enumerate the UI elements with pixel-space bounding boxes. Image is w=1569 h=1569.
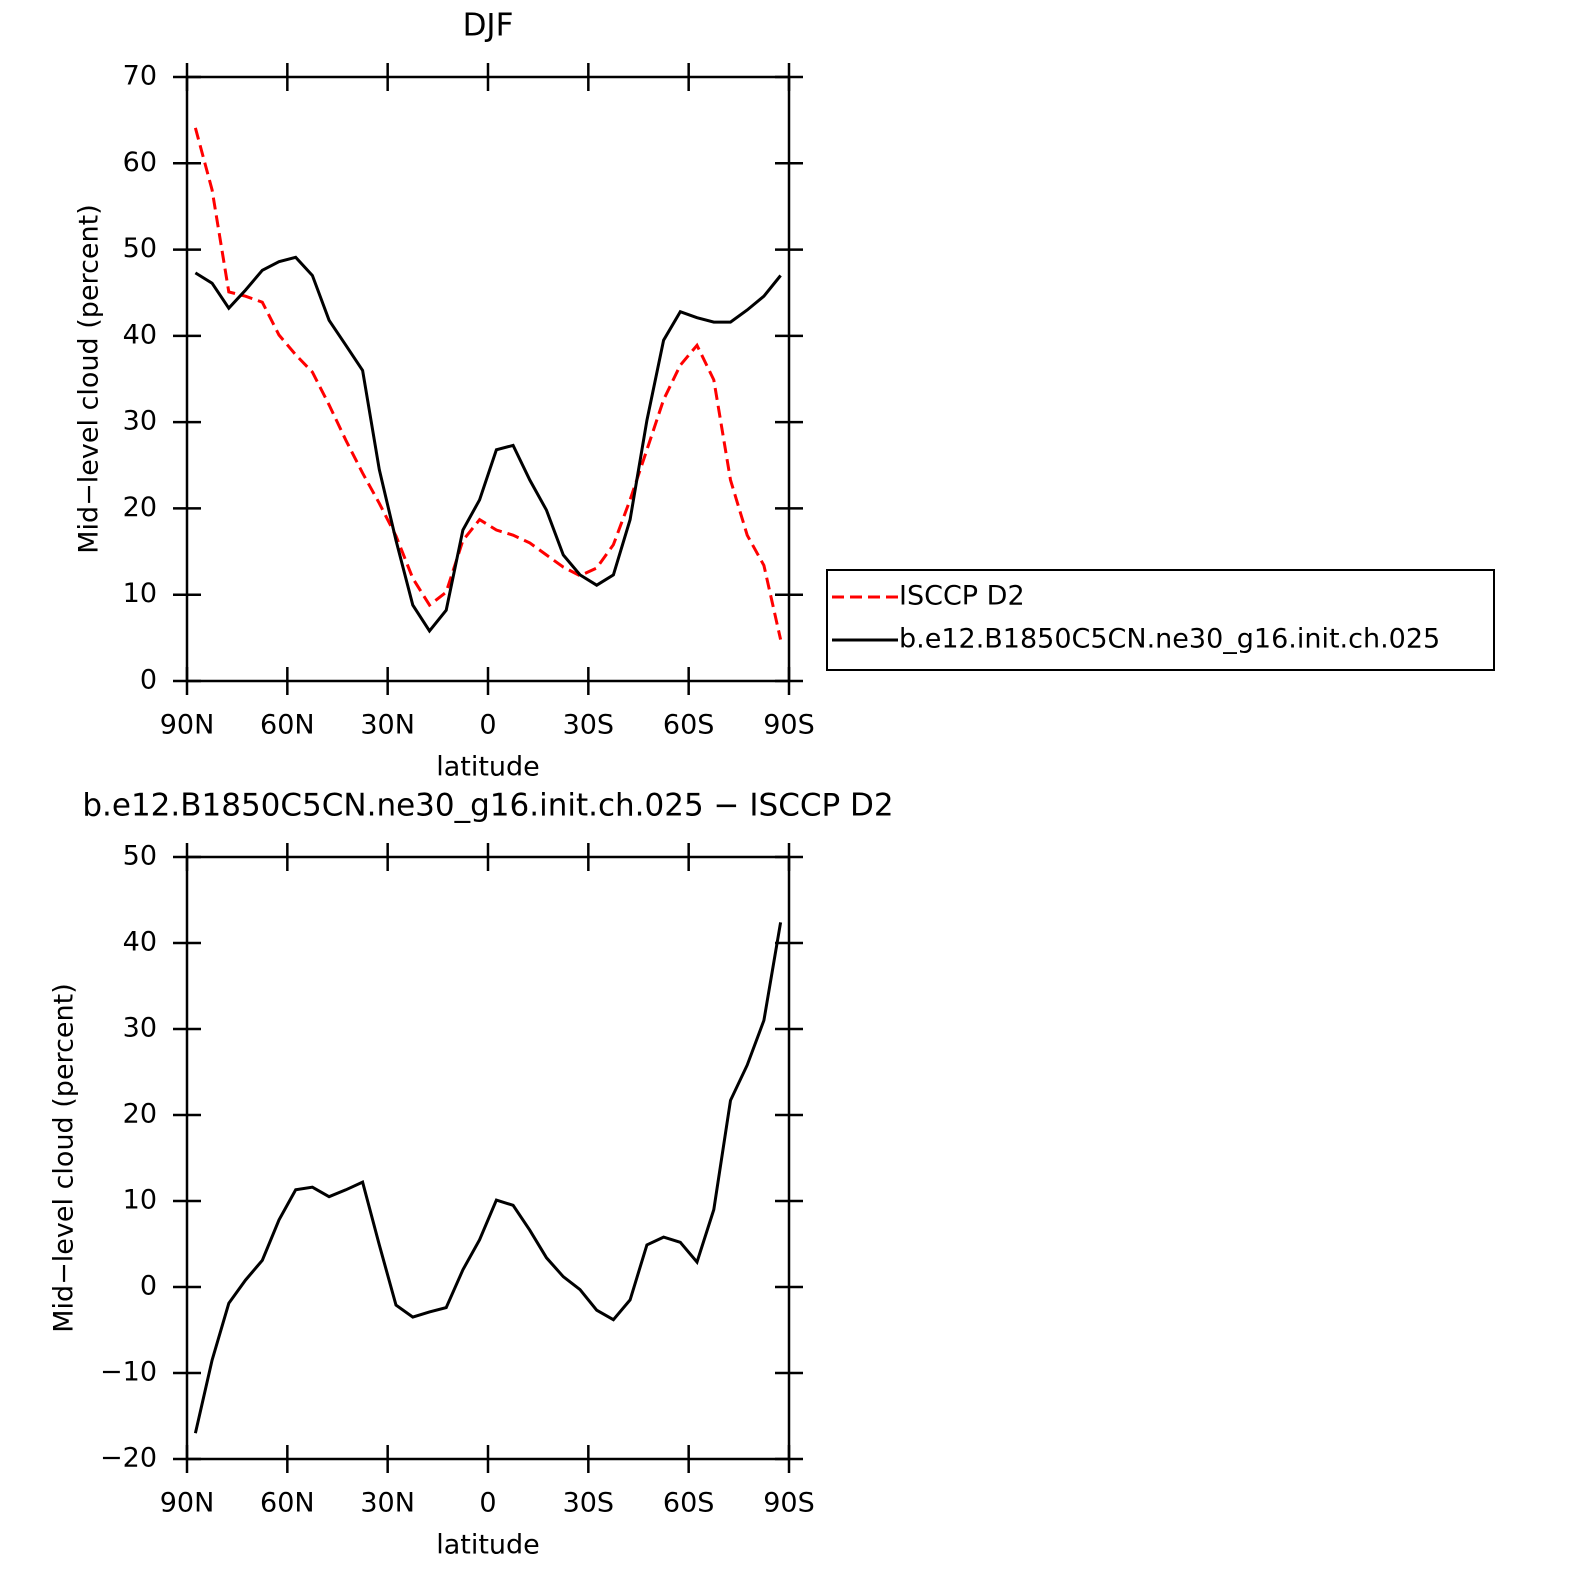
plot-frame <box>185 75 791 683</box>
y-tick-label: 40 <box>123 927 157 958</box>
x-tick-label: 60S <box>663 1488 715 1519</box>
y-tick-label: 0 <box>140 665 157 696</box>
chart-title: b.e12.B1850C5CN.ne30_g16.init.ch.025 − I… <box>82 788 893 824</box>
y-tick-label: 10 <box>123 1185 157 1216</box>
x-tick-label: 60N <box>260 1488 315 1519</box>
x-axis-label: latitude <box>436 752 540 783</box>
y-tick-label: 60 <box>123 147 157 178</box>
x-tick-label: 60N <box>260 710 315 741</box>
data-line <box>193 922 783 1434</box>
legend-label: ISCCP D2 <box>899 581 1025 612</box>
y-tick-label: 20 <box>123 1099 157 1130</box>
y-tick-label: 20 <box>123 492 157 523</box>
x-tick-label: 90S <box>763 710 815 741</box>
y-axis-label: Mid−level cloud (percent) <box>74 204 105 554</box>
y-tick-label: 10 <box>123 578 157 609</box>
x-tick-label: 30N <box>360 1488 415 1519</box>
x-tick-label: 30S <box>563 710 615 741</box>
y-tick-label: 50 <box>123 841 157 872</box>
x-axis-label: latitude <box>436 1530 540 1561</box>
data-line <box>194 255 782 634</box>
y-tick-label: 30 <box>123 1013 157 1044</box>
data-line <box>193 127 783 640</box>
x-tick-label: 90S <box>763 1488 815 1519</box>
y-tick-label: 70 <box>123 61 157 92</box>
y-tick-label: 30 <box>123 406 157 437</box>
y-tick-label: −10 <box>100 1357 157 1388</box>
legend-box <box>826 569 1495 671</box>
x-tick-label: 0 <box>479 1488 496 1519</box>
plot-frame <box>185 855 791 1461</box>
y-tick-label: 0 <box>140 1271 157 1302</box>
chart-title: DJF <box>463 8 514 44</box>
y-axis-label: Mid−level cloud (percent) <box>49 983 80 1333</box>
y-tick-label: 50 <box>123 233 157 264</box>
x-tick-label: 30S <box>563 1488 615 1519</box>
legend-label: b.e12.B1850C5CN.ne30_g16.init.ch.025 <box>899 624 1440 655</box>
x-tick-label: 30N <box>360 710 415 741</box>
y-tick-label: 40 <box>123 319 157 350</box>
x-tick-label: 0 <box>479 710 496 741</box>
x-tick-label: 60S <box>663 710 715 741</box>
x-tick-label: 90N <box>160 1488 215 1519</box>
y-tick-label: −20 <box>100 1443 157 1474</box>
x-tick-label: 90N <box>160 710 215 741</box>
